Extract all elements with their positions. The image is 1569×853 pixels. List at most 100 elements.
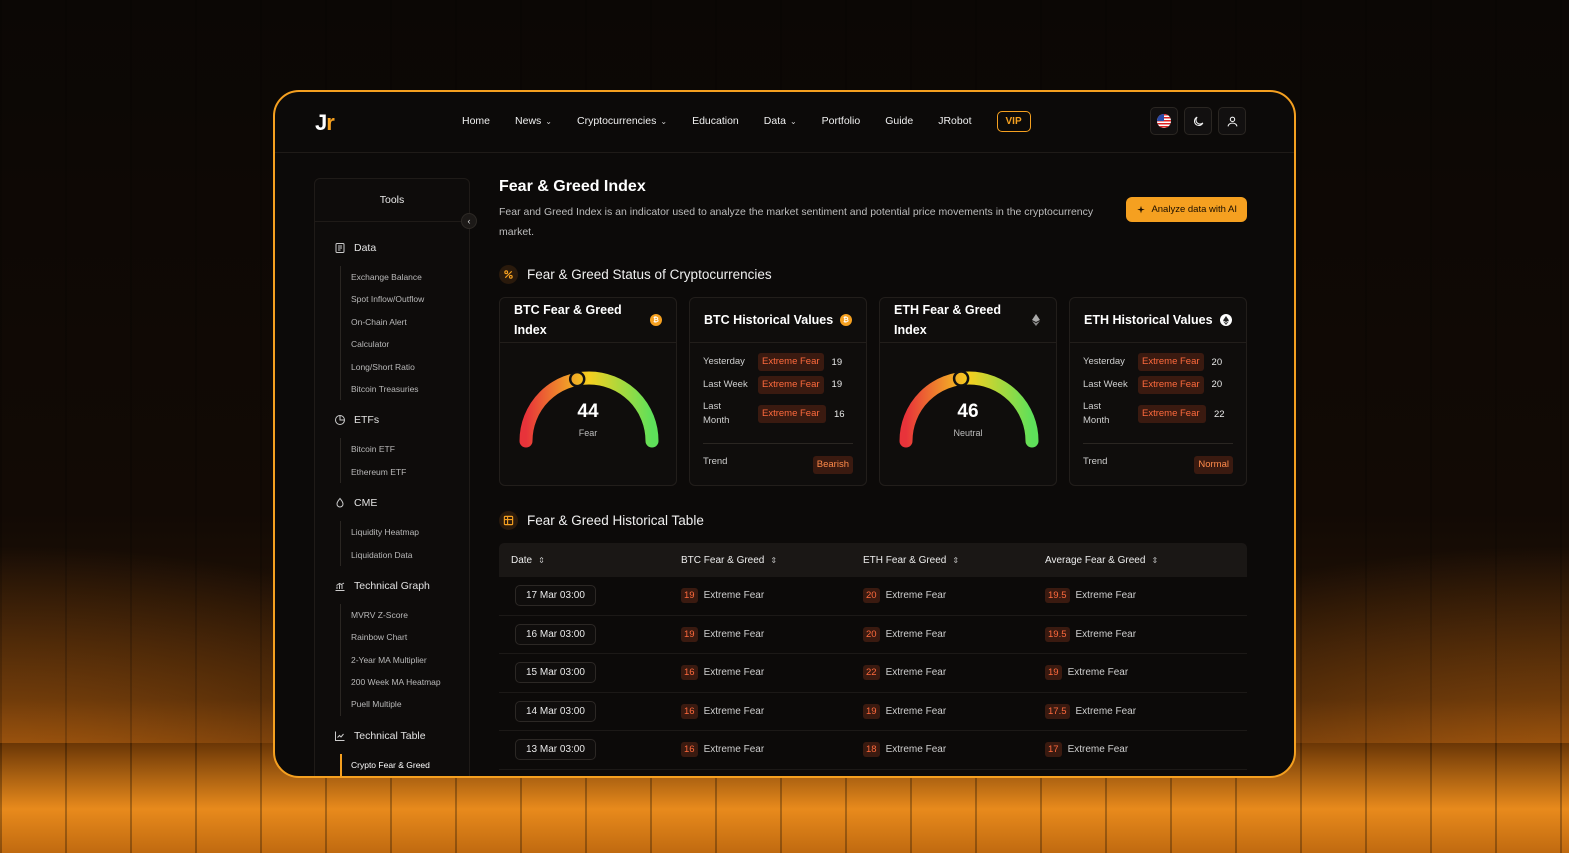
nav-jrobot[interactable]: JRobot	[938, 115, 972, 127]
nav-news[interactable]: News ⌄	[515, 115, 552, 127]
data-icon	[335, 243, 345, 253]
score-badge: 19	[681, 588, 698, 604]
language-button[interactable]	[1150, 107, 1178, 135]
sidebar-item-liquidation-data[interactable]: Liquidation Data	[351, 549, 413, 560]
sidebar-group-header[interactable]: Technical Graph	[334, 578, 469, 594]
sidebar-group-header[interactable]: CME	[334, 495, 469, 511]
sidebar-item-200-week-ma-heatmap[interactable]: 200 Week MA Heatmap	[351, 677, 441, 688]
trend-row: Trend Bearish	[703, 443, 853, 474]
card-header: ETH Historical Values	[1070, 298, 1246, 343]
date-cell: 15 Mar 03:00	[515, 662, 596, 684]
sidebar-group-header[interactable]: Data	[334, 240, 469, 256]
sidebar-item-puell-multiple[interactable]: Puell Multiple	[351, 699, 402, 710]
score-badge: 19.5	[1045, 626, 1070, 642]
sidebar-item-exchange-balance[interactable]: Exchange Balance	[351, 272, 422, 282]
sidebar-group-technical-table: Technical Table Crypto Fear & Greed	[315, 728, 469, 776]
tools-sidebar: Tools ‹ Data Exchange Balance Spot Inflo…	[314, 178, 477, 776]
sentiment-tag: Extreme Fear	[1138, 353, 1204, 372]
chevron-down-icon: ⌄	[660, 116, 668, 126]
analyze-ai-button[interactable]: Analyze data with AI	[1126, 197, 1247, 222]
card-header: BTC Fear & Greed Index ₿	[500, 298, 676, 343]
score-badge: 18	[863, 742, 880, 758]
sort-icon: ⇕	[538, 555, 545, 565]
historical-table: Date ⇕ BTC Fear & Greed ⇕ ETH Fear & Greed…	[499, 543, 1247, 770]
table-row[interactable]: 13 Mar 03:00 16 Extreme Fear 18 Extreme Fe…	[499, 731, 1247, 770]
status-section-title: Fear & Greed Status of Cryptocurrencies	[499, 265, 772, 284]
date-cell: 16 Mar 03:00	[515, 623, 596, 645]
nav-data[interactable]: Data ⌄	[763, 115, 797, 127]
eth-gauge-value: 46	[957, 401, 979, 422]
sentiment-tag: Extreme Fear	[758, 405, 826, 423]
top-navbar: Jr Home News ⌄ Cryptocurrencies ⌄ Educatio…	[275, 92, 1294, 153]
score-badge: 19	[863, 703, 880, 719]
logo[interactable]: Jr	[315, 110, 335, 135]
sidebar-item-on-chain-alert[interactable]: On-Chain Alert	[351, 316, 407, 327]
sidebar-item-crypto-fear-greed[interactable]: Crypto Fear & Greed	[340, 753, 469, 776]
chevron-left-icon: ‹	[467, 216, 471, 226]
sort-icon: ⇕	[952, 555, 960, 565]
gauge-indicator	[568, 370, 586, 388]
sidebar-item-calculator[interactable]: Calculator	[351, 339, 390, 350]
table-row[interactable]: 17 Mar 03:00 19 Extreme Fear 20 Extreme Fe…	[499, 577, 1247, 616]
sidebar-title: Tools	[315, 179, 469, 222]
nav-guide[interactable]: Guide	[885, 115, 914, 127]
history-row: Last Week Extreme Fear 20	[1083, 374, 1233, 397]
chevron-down-icon: ⌄	[545, 116, 552, 126]
ethereum-icon	[1030, 314, 1042, 326]
sidebar-item-ethereum-etf[interactable]: Ethereum ETF	[351, 466, 407, 477]
card-header: ETH Fear & Greed Index	[880, 298, 1056, 343]
card-title: BTC Fear & Greed Index	[514, 303, 622, 337]
table-row[interactable]: 15 Mar 03:00 16 Extreme Fear 22 Extreme Fe…	[499, 654, 1247, 693]
score-badge: 19	[1045, 665, 1062, 681]
table-row[interactable]: 14 Mar 03:00 16 Extreme Fear 19 Extreme Fe…	[499, 693, 1247, 731]
sidebar-item-bitcoin-treasuries[interactable]: Bitcoin Treasuries	[351, 383, 419, 394]
column-header-date[interactable]: Date ⇕	[511, 554, 545, 566]
history-row: Yesterday Extreme Fear 20	[1083, 351, 1233, 374]
btc-gauge	[519, 370, 659, 448]
sentiment-tag: Extreme Fear	[758, 353, 824, 372]
score-badge: 17.5	[1045, 703, 1070, 719]
pie-chart-icon	[335, 415, 345, 426]
nav-home[interactable]: Home	[462, 115, 491, 127]
score-badge: 19	[681, 626, 698, 642]
sidebar-group-header[interactable]: Technical Table	[334, 728, 469, 744]
column-header-average[interactable]: Average Fear & Greed ⇕	[1045, 554, 1159, 566]
page-title: Fear & Greed Index	[499, 178, 646, 195]
vip-button[interactable]: VIP	[996, 110, 1031, 132]
column-header-btc[interactable]: BTC Fear & Greed ⇕	[681, 554, 778, 566]
sidebar-item-bitcoin-etf[interactable]: Bitcoin ETF	[351, 444, 395, 455]
sidebar-item-2-year-ma-multiplier[interactable]: 2-Year MA Multiplier	[351, 654, 427, 665]
nav-cryptocurrencies[interactable]: Cryptocurrencies ⌄	[576, 115, 668, 127]
score-badge: 16	[681, 703, 698, 719]
sidebar-item-long-short-ratio[interactable]: Long/Short Ratio	[351, 361, 415, 372]
sidebar-group-technical-graph: Technical Graph MVRV Z-Score Rainbow Cha…	[315, 578, 469, 716]
app-window: Jr Home News ⌄ Cryptocurrencies ⌄ Educatio…	[273, 90, 1296, 778]
nav-education[interactable]: Education	[692, 115, 739, 127]
sidebar-sublist: Liquidity Heatmap Liquidation Data	[340, 521, 469, 566]
ethereum-icon	[1220, 314, 1232, 326]
sidebar-item-rainbow-chart[interactable]: Rainbow Chart	[351, 632, 408, 643]
sidebar-item-spot-inflow-outflow[interactable]: Spot Inflow/Outflow	[351, 294, 425, 305]
history-row: Last Week Extreme Fear 19	[703, 374, 853, 397]
nav-portfolio[interactable]: Portfolio	[821, 115, 861, 127]
sidebar-item-liquidity-heatmap[interactable]: Liquidity Heatmap	[351, 527, 420, 538]
sidebar-item-mvrv-z-score[interactable]: MVRV Z-Score	[351, 609, 408, 620]
history-row: Last Month Extreme Fear 16	[703, 401, 845, 426]
percent-badge-icon	[499, 265, 518, 284]
column-header-eth[interactable]: ETH Fear & Greed ⇕	[863, 554, 960, 566]
table-row[interactable]: 16 Mar 03:00 19 Extreme Fear 20 Extreme Fe…	[499, 616, 1247, 654]
trend-badge: Normal	[1194, 456, 1233, 474]
theme-toggle-button[interactable]	[1184, 107, 1212, 135]
sort-icon: ⇕	[1151, 555, 1159, 565]
sidebar-sublist: Exchange Balance Spot Inflow/Outflow On-…	[340, 266, 469, 401]
gauge-indicator	[952, 370, 970, 387]
drop-icon	[336, 497, 344, 508]
eth-gauge-label: Neutral	[953, 428, 983, 438]
user-account-button[interactable]	[1218, 107, 1246, 135]
sidebar-collapse-button[interactable]: ‹	[461, 213, 477, 229]
eth-gauge	[899, 370, 1039, 448]
trend-row: Trend Normal	[1083, 443, 1233, 474]
table-header: Date ⇕ BTC Fear & Greed ⇕ ETH Fear & Greed…	[499, 543, 1247, 577]
sidebar-group-header[interactable]: ETFs	[334, 412, 469, 428]
status-cards: BTC Fear & Greed Index ₿ 44 Fear	[499, 297, 1247, 486]
